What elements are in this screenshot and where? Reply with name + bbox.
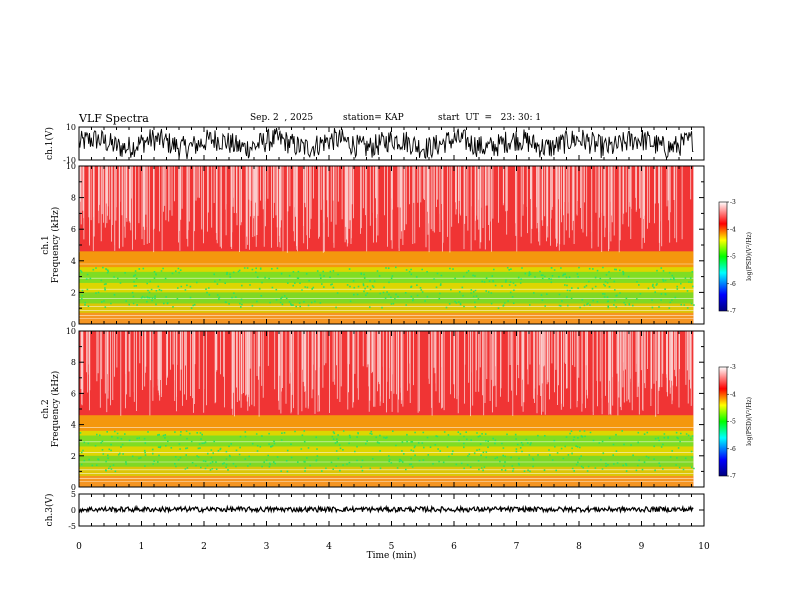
x-tick-label: 8 [576,542,582,552]
x-tick-label: 9 [639,542,645,552]
colorbar-tick-label-spec2: -5 [730,419,736,426]
y-tick-label-spec2: 0 [71,483,76,492]
spectrogram-spec2-band-green-lower [79,455,694,467]
y-label-channel-spec2: ch.2 [41,399,51,418]
colorbar-tick-label-spec2: -7 [730,473,736,480]
spectrogram-spec1-speckle [79,266,695,309]
y-tick-label-spec1: 8 [71,194,76,203]
y-tick-label-spec1: 10 [66,162,76,171]
waveform-ch1 [78,128,694,160]
x-tick-label: 1 [139,542,145,552]
x-tick-label: 3 [264,542,270,552]
y-tick-label-ch1: 10 [66,123,76,132]
y-tick-label-spec2: 2 [71,452,76,461]
y-tick-label-spec1: 2 [71,288,76,297]
colorbar-tick-label-spec1: -5 [730,254,736,261]
x-tick-label: 10 [698,542,710,552]
x-axis-label: Time (min) [367,550,417,561]
spectrogram-spec2-harmonics [79,427,694,482]
x-tick-label: 5 [389,542,395,552]
x-tick-label: 6 [451,542,457,552]
x-tick-label: 4 [326,542,332,552]
y-label-spec1: Frequency (kHz) [50,207,61,284]
start-time-label: start UT = 23: 30: 1 [438,113,542,123]
y-tick-label-spec2: 10 [66,327,76,336]
colorbar-tick-label-spec1: -4 [730,226,736,233]
spectrogram-spec2-band-green-upper [79,435,694,447]
y-tick-label-spec2: 6 [71,389,76,398]
colorbar-tick-label-spec2: -3 [730,364,736,371]
colorbar-spec2 [718,366,728,477]
y-label-channel-spec1: ch.1 [41,235,51,254]
colorbar-tick-label-spec2: -4 [730,391,736,398]
y-label-ch3: ch.3(V) [44,494,55,527]
colorbar-label-spec1: log(PSD)(V²/Hz) [746,232,753,281]
x-tick-label: 0 [76,542,82,552]
x-tick-label: 7 [514,542,520,552]
y-tick-label-spec1: 6 [71,225,76,234]
y-tick-label-ch3: 5 [71,490,76,499]
spectrogram-spec2-speckle [79,430,695,473]
spectrogram-spec1-streaks [79,166,692,253]
y-tick-label-spec2: 8 [71,358,76,367]
x-tick-label: 2 [201,542,207,552]
date-label: Sep. 2 , 2025 [250,113,314,123]
colorbar-tick-label-spec1: -6 [730,281,736,288]
colorbar-tick-label-spec2: -6 [730,446,736,453]
plot-title: VLF Spectra [79,112,149,125]
colorbar-label-spec2: log(PSD)(V²/Hz) [746,397,753,446]
y-tick-label-ch1: -10 [63,156,76,165]
station-label: station= KAP [343,113,404,123]
y-tick-label-ch3: 0 [71,506,76,515]
colorbar-tick-label-spec1: -7 [730,308,736,315]
y-tick-label-ch3: -5 [68,522,76,531]
colorbar-spec1 [718,201,728,312]
colorbar-tick-label-spec1: -3 [730,199,736,206]
spectrogram-spec2-streaks [80,331,692,417]
y-tick-label-spec2: 4 [71,421,76,430]
y-label-ch1: ch.1(V) [44,127,55,160]
y-tick-label-spec1: 0 [71,320,76,329]
y-label-spec2: Frequency (kHz) [50,371,61,448]
y-tick-label-spec1: 4 [71,257,76,266]
spectrogram-spec1-band-green-upper [79,271,694,283]
waveform-ch3 [78,504,694,514]
